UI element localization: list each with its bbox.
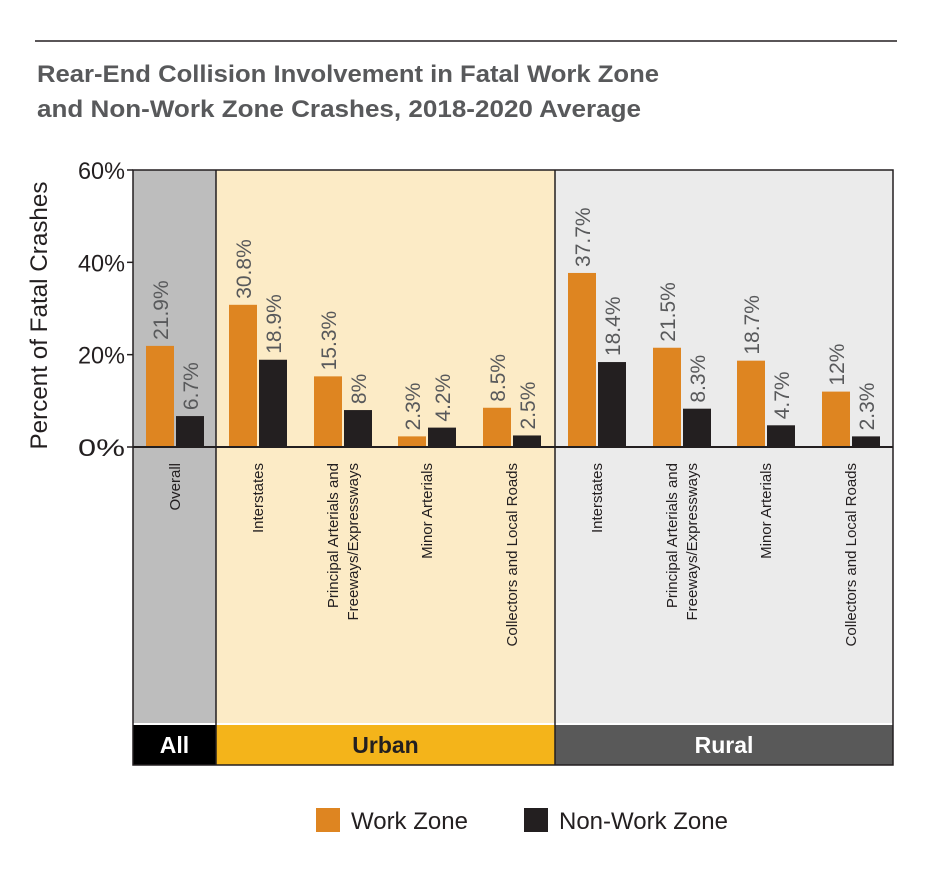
- data-label-non-work-zone: 2.3%: [856, 383, 879, 431]
- data-label-non-work-zone: 18.4%: [602, 297, 625, 357]
- legend: Work Zone Non-Work Zone: [316, 808, 728, 835]
- bar-work-zone: [229, 304, 257, 447]
- bar-non-work-zone: [852, 436, 880, 447]
- category-label: Freeways/Expressways: [345, 463, 362, 621]
- data-label-work-zone: 15.3%: [318, 311, 341, 371]
- plot-border: [132, 169, 894, 766]
- y-tick-label: 20%: [78, 343, 125, 370]
- category-label: Interstates: [250, 463, 267, 533]
- data-label-work-zone: 21.9%: [150, 280, 173, 340]
- bar-non-work-zone: [767, 425, 795, 447]
- bar-work-zone: [398, 436, 426, 447]
- data-label-work-zone: 12%: [826, 344, 849, 386]
- data-label-work-zone: 37.7%: [572, 207, 595, 267]
- chart-title-line-1: Rear-End Collision Involvement in Fatal …: [37, 61, 659, 88]
- group-band-all: [133, 725, 216, 765]
- legend-swatch-work-zone: [316, 808, 340, 832]
- bar-work-zone: [653, 347, 681, 447]
- legend-label-work-zone: Work Zone: [351, 808, 468, 835]
- data-label-work-zone: 21.5%: [657, 282, 680, 342]
- data-label-non-work-zone: 6.7%: [180, 362, 203, 410]
- bar-work-zone: [483, 407, 511, 447]
- data-label-work-zone: 8.5%: [487, 354, 510, 402]
- legend-swatch-non-work-zone: [524, 808, 548, 832]
- bars: 21.9% 30.8% 15.3% 2.3% 8.5% 37.7% 21.5% 18.7% 12…: [146, 207, 880, 447]
- bar-non-work-zone: [176, 416, 204, 447]
- category-label: Overall: [167, 463, 184, 511]
- group-band-label-urban: Urban: [352, 732, 418, 758]
- data-label-work-zone: 2.3%: [402, 383, 425, 431]
- group-band-urban: [216, 725, 555, 765]
- category-label: Collectors and Local Roads: [504, 463, 521, 646]
- bar-non-work-zone: [259, 359, 287, 447]
- bar-non-work-zone: [683, 408, 711, 447]
- y-axis-title: Percent of Fatal Crashes: [26, 181, 53, 449]
- group-band-label-all: All: [160, 732, 189, 758]
- x-axis-labels: Overall Interstates Principal Arterials an…: [167, 463, 860, 646]
- data-label-non-work-zone: 18.9%: [263, 294, 286, 354]
- data-label-non-work-zone: 2.5%: [517, 382, 540, 430]
- group-band-rural: [555, 725, 893, 765]
- bar-non-work-zone: [428, 427, 456, 447]
- bar-non-work-zone: [344, 410, 372, 447]
- category-label: Freeways/Expressways: [684, 463, 701, 621]
- data-label-non-work-zone: 8.3%: [687, 355, 710, 403]
- data-label-work-zone: 18.7%: [741, 295, 764, 355]
- y-tick-label: 0%: [78, 435, 125, 462]
- legend-label-non-work-zone: Non-Work Zone: [559, 808, 728, 835]
- data-label-work-zone: 30.8%: [233, 239, 256, 299]
- bar-non-work-zone: [513, 435, 541, 447]
- data-label-non-work-zone: 8%: [348, 374, 371, 404]
- category-label: Collectors and Local Roads: [843, 463, 860, 646]
- category-label: Principal Arterials and: [664, 463, 681, 608]
- y-axis: 0% 20% 40% 60% Percent of Fatal Crashes: [26, 158, 133, 462]
- y-tick-label: 60%: [78, 158, 125, 185]
- bar-work-zone: [314, 376, 342, 447]
- category-label: Interstates: [589, 463, 606, 533]
- chart-title-line-2: and Non-Work Zone Crashes, 2018-2020 Ave…: [37, 96, 641, 123]
- category-label: Minor Arterials: [758, 463, 775, 559]
- group-band-label-rural: Rural: [695, 732, 754, 758]
- y-tick-label: 40%: [78, 250, 125, 277]
- plot-frame: [132, 169, 894, 766]
- category-label: Principal Arterials and: [325, 463, 342, 608]
- data-label-non-work-zone: 4.7%: [771, 371, 794, 419]
- bar-work-zone: [737, 360, 765, 447]
- data-label-non-work-zone: 4.2%: [432, 374, 455, 422]
- bar-work-zone: [568, 272, 596, 447]
- bar-non-work-zone: [598, 362, 626, 447]
- category-label: Minor Arterials: [419, 463, 436, 559]
- group-bands: All Urban Rural: [133, 725, 893, 765]
- bar-work-zone: [146, 345, 174, 447]
- bar-work-zone: [822, 391, 850, 447]
